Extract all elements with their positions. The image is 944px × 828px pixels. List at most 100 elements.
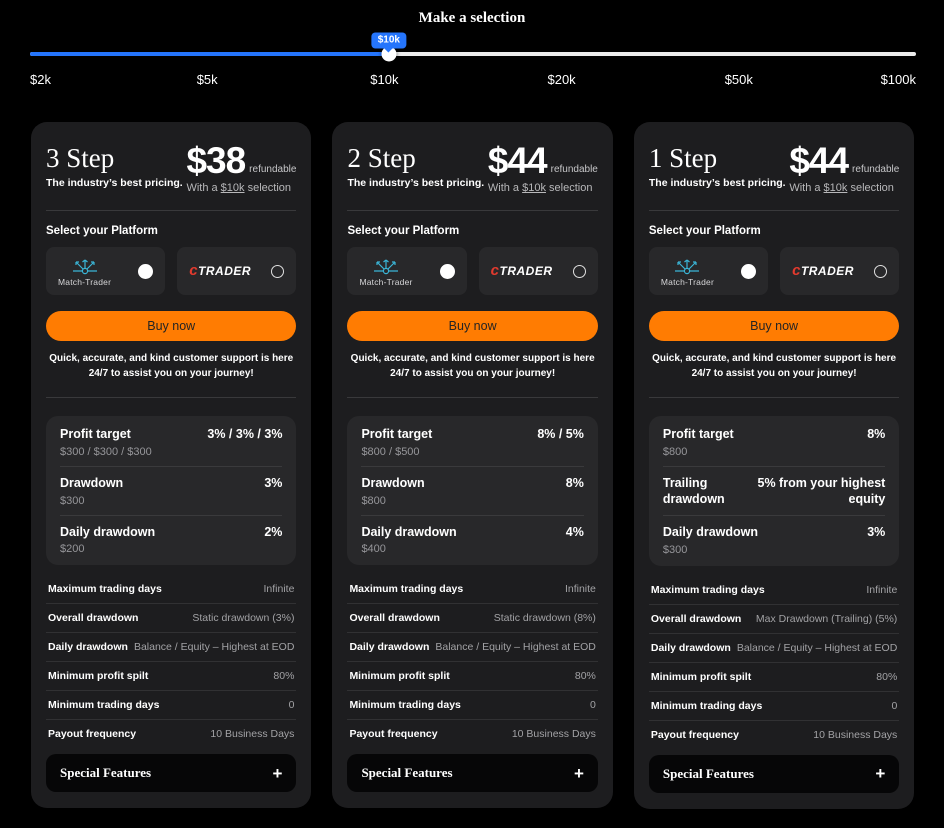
card-tagline: The industry’s best pricing. [46,177,183,190]
detail-row: Payout frequency 10 Business Days [347,720,597,748]
stat-row-daily-drawdown: Daily drawdown 4% $400 [361,514,584,564]
plus-icon: + [573,763,584,783]
details-list: Maximum trading days Infinite Overall dra… [648,576,900,749]
detail-label: Daily drawdown [650,641,731,654]
platform-option-match-trader[interactable]: Match-Trader [46,247,166,296]
stat-row-trailing-drawdown: Trailing drawdown 5% from your highest eq… [662,465,886,515]
slider-track[interactable]: $10k [30,32,916,62]
refundable-label: refundable [249,164,297,176]
selection-amount-link[interactable]: $10k [220,182,245,195]
divider [46,210,297,212]
detail-label: Daily drawdown [48,641,128,654]
stat-row-profit-target: Profit target 3% / 3% / 3% $300 / $300 / … [60,418,282,466]
tick-label-20k[interactable]: $20k [547,72,576,87]
platform-option-ctrader[interactable]: cTrader [780,247,900,296]
stat-row-daily-drawdown: Daily drawdown 3% $300 [662,515,886,564]
match-trader-logo: Match-Trader [359,256,412,287]
price: $44 [487,140,548,181]
buy-now-button[interactable]: Buy now [347,311,598,342]
stat-sub-value: $400 [361,543,386,556]
detail-row: Overall drawdown Static drawdown (8%) [347,604,598,634]
ctrader-icon: cTrader [792,262,854,280]
details-list: Maximum trading days Infinite Overall dra… [347,575,598,748]
detail-value: 80% [574,670,596,683]
detail-label: Overall drawdown [349,612,440,625]
radio-unselected-icon[interactable] [271,264,285,278]
stat-sub-value: $300 [60,494,85,507]
slider-title: Make a selection [418,10,526,26]
tick-label-50k[interactable]: $50k [724,72,753,87]
plus-icon: + [875,764,886,784]
stat-sub-value: $800 [361,494,386,507]
stat-row-drawdown: Drawdown 8% $800 [361,465,584,515]
slider-fill [30,52,389,56]
divider [347,210,598,212]
platform-option-match-trader[interactable]: Match-Trader [347,247,467,296]
detail-row: Maximum trading days Infinite [46,575,297,605]
stats-box: Profit target 3% / 3% / 3% $300 / $300 / … [46,416,297,566]
special-features-toggle[interactable]: Special Features + [46,754,297,793]
tick-label-10k[interactable]: $10k [370,72,399,87]
price-note: With a $10k selection [488,182,598,194]
detail-label: Minimum profit spilt [650,670,752,683]
special-features-toggle[interactable]: Special Features + [648,754,900,793]
platform-options: Match-Trader cTrader [648,247,900,296]
stat-row-profit-target: Profit target 8% / 5% $800 / $500 [361,418,583,466]
slider-handle[interactable]: $10k [371,32,406,62]
card-title: 2 Step [347,143,416,173]
stat-value: 3% [867,525,886,540]
stat-sub-value: $200 [60,543,85,556]
amount-slider[interactable]: $10k $2k $5k $10k $20k $50k $100k [30,28,916,90]
card-header: 1 Step The industry’s best pricing. $44 … [648,140,899,195]
support-text: Quick, accurate, and kind customer suppo… [49,353,294,380]
detail-row: Overall drawdown Static drawdown (3%) [46,604,297,634]
radio-selected-icon[interactable] [741,263,757,279]
stats-box: Profit target 8% $800 Trailing drawdown 5%… [648,416,900,566]
slider-tick-labels: $2k $5k $10k $20k $50k $100k [30,72,916,90]
stat-row-drawdown: Drawdown 3% $300 [60,465,283,515]
stat-label: Drawdown [361,475,425,490]
detail-value: 80% [876,670,898,683]
card-tagline: The industry’s best pricing. [347,177,485,190]
detail-row: Payout frequency 10 Business Days [46,720,296,748]
detail-value: 80% [273,670,295,683]
pricing-cards: 3 Step The industry’s best pricing. $38 … [31,122,915,809]
price-note: With a $10k selection [186,182,296,194]
tick-label-5k[interactable]: $5k [196,72,218,87]
detail-label: Minimum trading days [349,699,461,712]
card-title: 1 Step [648,143,718,173]
radio-selected-icon[interactable] [138,263,154,279]
special-features-label: Special Features [361,765,453,781]
radio-selected-icon[interactable] [439,263,455,279]
tick-label-100k[interactable]: $100k [880,72,916,87]
selection-amount-link[interactable]: $10k [522,182,546,195]
detail-label: Minimum profit spilt [48,670,149,683]
tick-label-2k[interactable]: $2k [30,72,51,87]
detail-label: Payout frequency [48,728,137,741]
pricing-card-2-step: 2 Step The industry’s best pricing. $44 … [332,122,613,809]
divider [648,210,900,212]
radio-unselected-icon[interactable] [874,264,888,278]
special-features-label: Special Features [662,765,754,781]
detail-value: Max Drawdown (Trailing) (5%) [755,612,898,625]
special-features-toggle[interactable]: Special Features + [347,754,598,793]
match-trader-icon [72,259,97,275]
detail-value: Infinite [263,583,295,596]
buy-now-button[interactable]: Buy now [46,311,297,342]
radio-unselected-icon[interactable] [572,264,586,278]
platform-option-ctrader[interactable]: cTrader [478,247,598,296]
card-title: 3 Step [46,143,115,173]
match-trader-icon [373,259,398,275]
platform-option-ctrader[interactable]: cTrader [177,247,297,296]
stat-label: Profit target [361,427,433,442]
stat-row-daily-drawdown: Daily drawdown 2% $200 [60,514,283,564]
buy-now-button[interactable]: Buy now [648,311,900,342]
detail-value: Static drawdown (3%) [192,612,295,625]
platform-section-label: Select your Platform [347,225,460,238]
price: $44 [789,140,849,181]
detail-value: Static drawdown (8%) [493,612,596,625]
detail-label: Maximum trading days [349,583,464,596]
stat-label: Profit target [60,427,131,442]
platform-option-match-trader[interactable]: Match-Trader [648,247,769,296]
selection-amount-link[interactable]: $10k [823,182,848,195]
